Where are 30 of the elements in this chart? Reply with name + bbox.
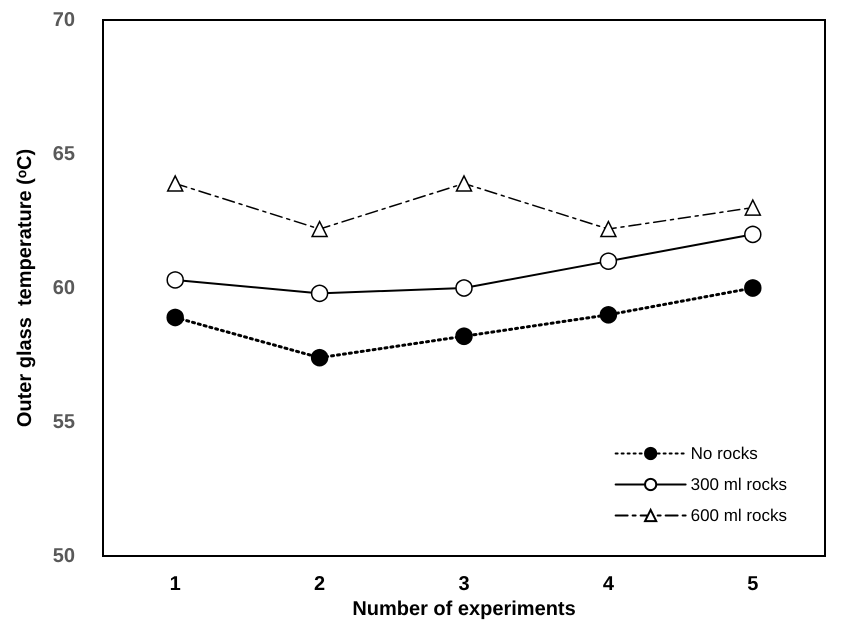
legend-label: No rocks [690,444,758,463]
point [166,271,184,289]
point [310,284,328,302]
y-tick-label: 50 [52,545,75,567]
x-tick-label: 2 [314,573,326,595]
x-tick-label: 4 [602,573,615,595]
point [166,308,184,326]
point [310,348,328,366]
point [744,279,762,297]
x-tick-label: 1 [170,573,181,595]
y-tick-label: 70 [52,9,75,31]
y-tick-label: 60 [52,277,75,299]
point [600,306,618,324]
point [166,175,184,192]
point [744,199,762,216]
point [600,220,617,238]
point [455,279,473,297]
x-axis-title: Number of experiments [352,598,576,620]
y-tick-label: 65 [52,143,75,165]
x-tick-label: 3 [458,573,470,595]
legend-label: 600 ml rocks [690,506,788,525]
legend-label: 300 ml rocks [690,475,788,494]
point [600,252,618,270]
x-tick-label: 5 [747,573,758,595]
point [456,175,472,192]
y-axis-title: Outer glass temperature (ᵒC) [14,148,36,428]
y-tick-label: 55 [52,411,75,433]
point [744,226,762,244]
point [311,220,328,238]
point [455,327,473,345]
